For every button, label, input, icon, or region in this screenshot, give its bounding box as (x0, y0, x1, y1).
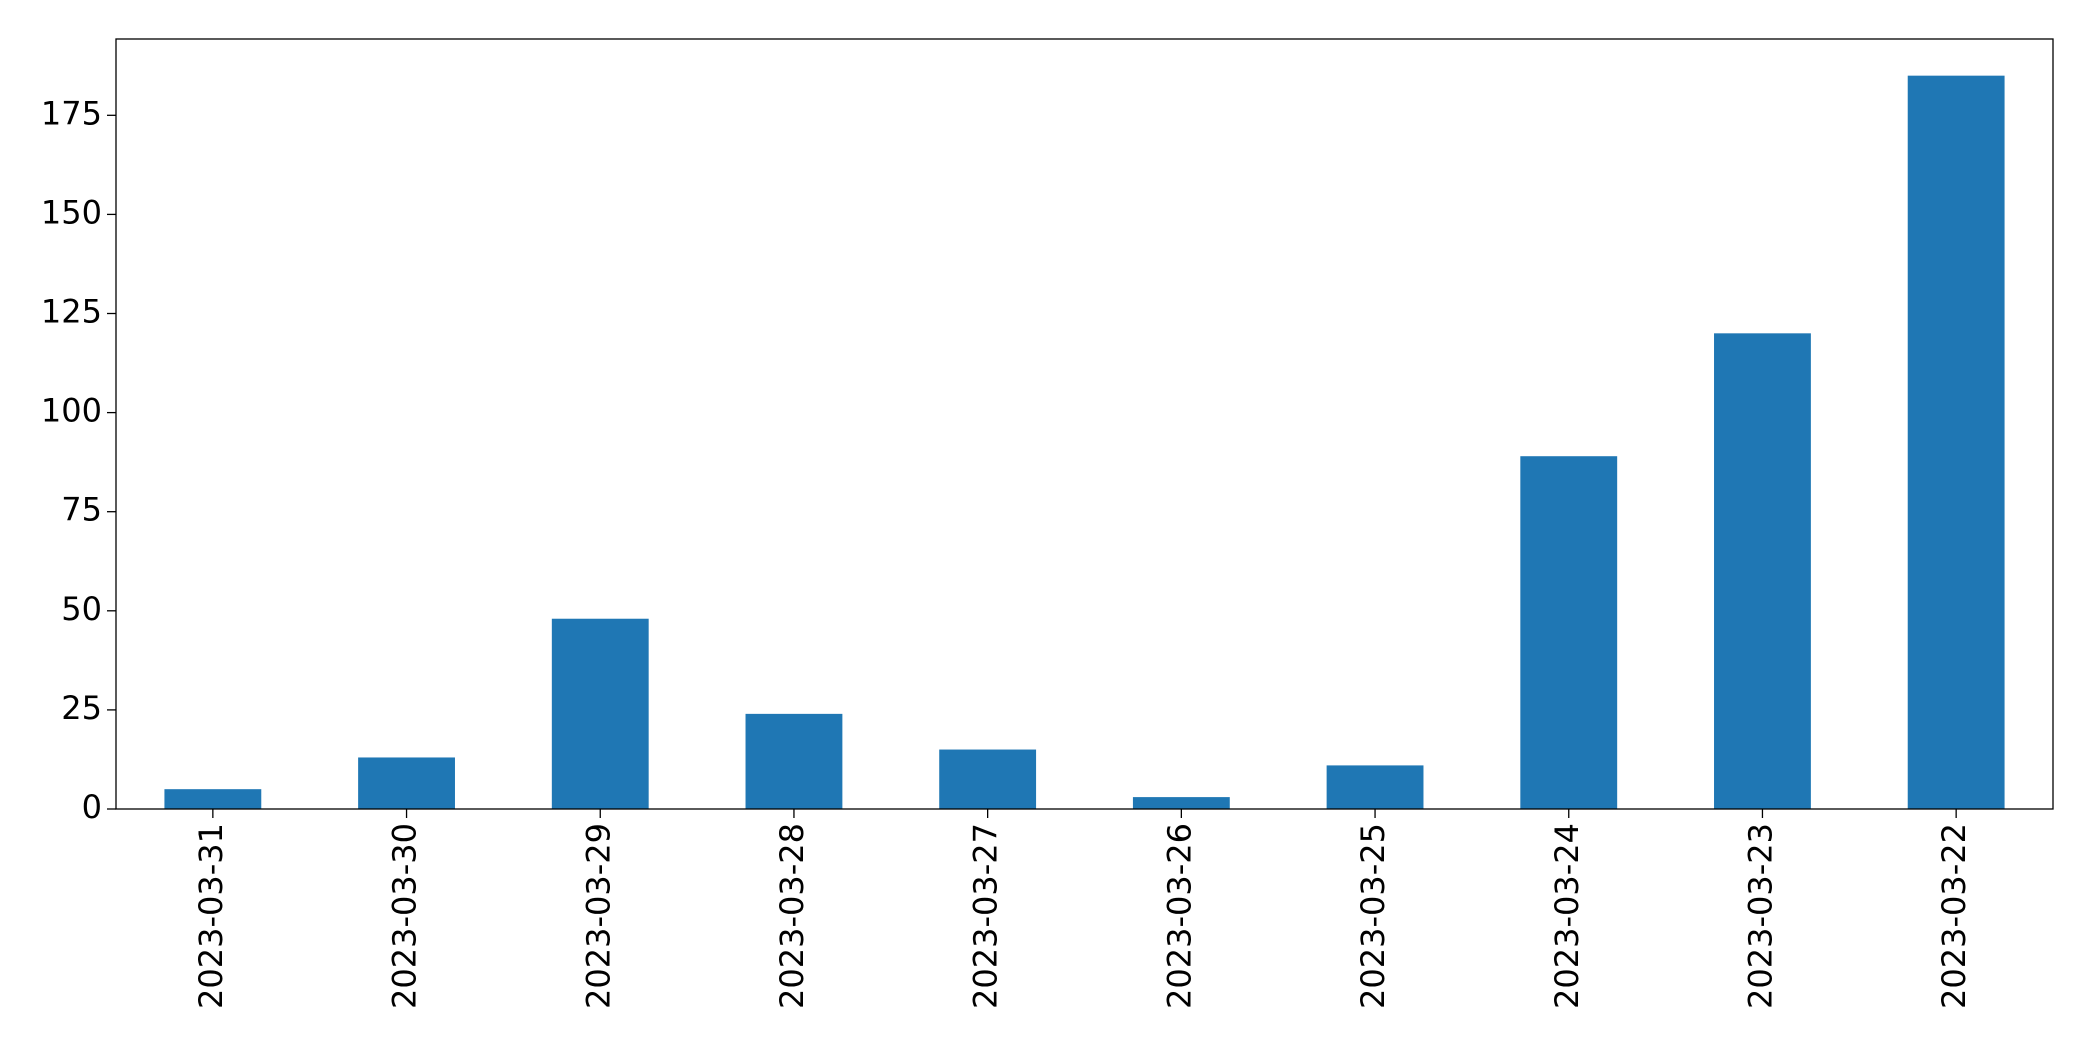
x-tick-label: 2023-03-27 (967, 823, 1005, 1009)
x-tick-label: 2023-03-24 (1548, 823, 1586, 1009)
bar (358, 757, 455, 809)
y-tick-label: 0 (82, 788, 102, 826)
x-tick-label: 2023-03-26 (1160, 823, 1198, 1009)
bar (164, 789, 262, 809)
plot-frame (115, 38, 2054, 810)
bar (1714, 333, 1811, 809)
y-tick-label: 75 (61, 491, 102, 529)
x-tick-label: 2023-03-23 (1741, 823, 1779, 1009)
y-tick-label: 125 (41, 293, 102, 331)
bar (939, 749, 1037, 809)
bar (551, 618, 649, 809)
bar (1520, 456, 1618, 809)
bar (1907, 75, 2005, 809)
x-tick-label: 2023-03-30 (386, 823, 424, 1009)
x-tick-label: 2023-03-29 (579, 823, 617, 1009)
bar (1132, 797, 1230, 809)
x-tick-label: 2023-03-22 (1935, 823, 1973, 1009)
y-tick-label: 100 (41, 392, 102, 430)
bar (745, 713, 843, 809)
x-tick-label: 2023-03-25 (1354, 823, 1392, 1009)
bar (1326, 765, 1424, 809)
y-tick-label: 50 (61, 590, 102, 628)
y-tick-label: 150 (41, 193, 102, 231)
x-tick-label: 2023-03-28 (773, 823, 811, 1009)
y-tick-label: 25 (61, 689, 102, 727)
x-tick-label: 2023-03-31 (192, 823, 230, 1009)
y-tick-label: 175 (41, 94, 102, 132)
